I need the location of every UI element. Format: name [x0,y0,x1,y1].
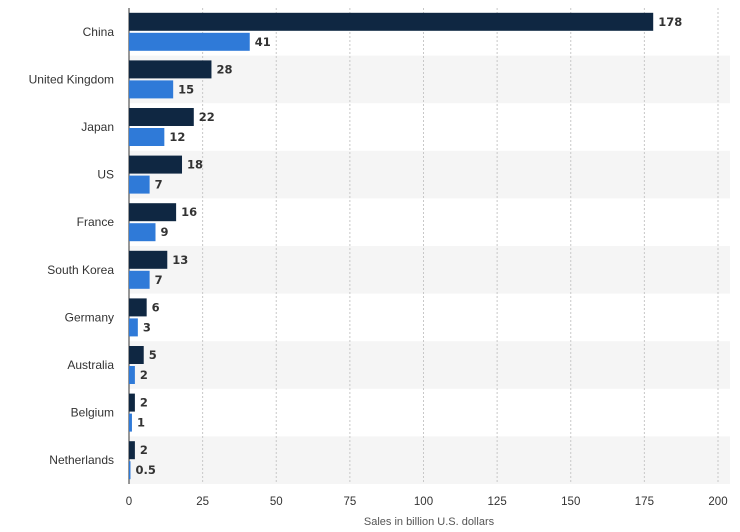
bar-series-1 [129,203,177,222]
value-label: 12 [169,130,185,144]
x-tick-label: 150 [561,496,580,508]
x-tick-label: 50 [270,496,283,508]
bar-series-1 [129,393,135,412]
value-label: 9 [161,225,169,239]
bar-series-2 [129,32,250,51]
bar-series-2 [129,128,165,146]
row-band [129,341,730,389]
bar-series-2 [129,270,150,289]
bar-series-1 [129,155,183,174]
category-label: France [77,215,115,229]
value-label: 2 [140,396,148,410]
bar-series-2 [129,223,156,242]
x-axis-title: Sales in billion U.S. dollars [364,516,495,528]
bar-series-1 [129,108,194,126]
category-label: Japan [81,120,114,134]
x-tick-labels: 0 25 50 75 100 125 150 175 200 [126,496,728,508]
value-label: 178 [658,15,682,29]
value-label: 7 [155,273,163,287]
bar-series-2 [129,318,138,337]
bar-series-1 [129,250,168,269]
value-label: 28 [216,62,232,76]
category-label: Belgium [71,406,114,420]
row-band [129,55,730,104]
bar-series-2 [129,366,135,384]
x-tick-label: 100 [414,496,433,508]
value-label: 13 [172,253,188,267]
value-label: 2 [140,443,148,457]
bar-series-2 [129,413,132,432]
bar-series-2 [129,175,150,194]
bar-series-2 [129,461,131,480]
category-label: China [83,25,115,39]
category-labels: China United Kingdom Japan US France South Ko… [29,25,115,467]
bar-series-1 [129,441,135,460]
bar-series-1 [129,346,144,364]
category-label: US [97,168,114,182]
category-label: Netherlands [49,453,114,467]
value-label: 3 [143,320,151,334]
value-label: 5 [149,348,157,362]
value-label: 2 [140,368,148,382]
category-label: South Korea [47,263,114,277]
value-label: 15 [178,82,194,96]
value-label: 1 [137,416,145,430]
x-tick-label: 0 [126,496,132,508]
bar-series-1 [129,12,654,31]
value-label: 7 [155,178,163,192]
category-label: United Kingdom [29,72,114,86]
x-tick-label: 125 [488,496,507,508]
value-label: 41 [255,35,271,49]
value-label: 18 [187,158,203,172]
category-label: Germany [65,310,114,324]
row-band [129,150,730,199]
row-bands [129,55,730,484]
bars [129,12,654,480]
bar-series-1 [129,298,147,317]
bar-series-2 [129,80,174,99]
x-tick-label: 75 [343,496,356,508]
bar-series-1 [129,60,212,79]
row-band [129,246,730,294]
row-band [129,436,730,484]
category-label: Australia [67,358,114,372]
value-label: 22 [199,110,215,124]
x-tick-label: 200 [708,496,727,508]
x-tick-label: 175 [635,496,654,508]
x-tick-label: 25 [196,496,209,508]
value-label: 6 [152,300,160,314]
value-label: 16 [181,205,197,219]
value-label: 0.5 [135,463,155,477]
